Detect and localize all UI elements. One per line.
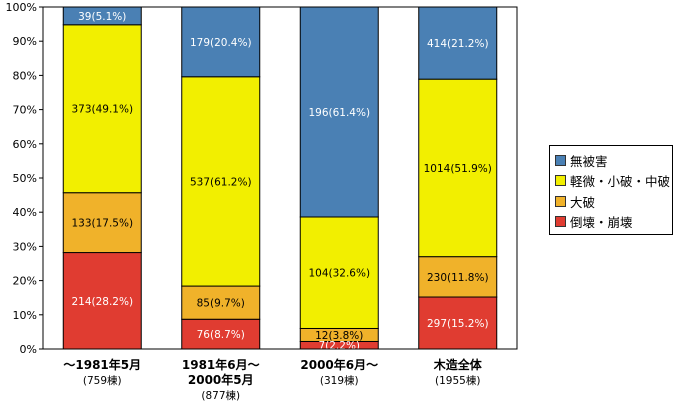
y-tick-label: 0% bbox=[20, 343, 37, 356]
bar-segment bbox=[418, 78, 498, 258]
y-tick-label: 50% bbox=[13, 172, 37, 185]
data-label: 196(61.4%) bbox=[308, 107, 370, 119]
y-tick-label: 80% bbox=[13, 69, 37, 82]
data-label: 179(20.4%) bbox=[190, 37, 252, 49]
y-tick-label: 40% bbox=[13, 206, 37, 219]
y-tick-label: 30% bbox=[13, 240, 37, 253]
legend-swatch-minor-damage bbox=[555, 175, 566, 187]
bar-segment bbox=[418, 6, 498, 80]
y-tick-label: 10% bbox=[13, 309, 37, 322]
legend-label-minor-damage: 軽微・小破・中破 bbox=[570, 174, 671, 190]
x-category-label: 2000年6月～ bbox=[300, 357, 378, 372]
x-category-label: (759棟) bbox=[83, 374, 122, 387]
legend-label-no-damage: 無被害 bbox=[570, 153, 608, 169]
legend-swatch-no-damage bbox=[555, 154, 566, 166]
x-category-label: ～1981年5月 bbox=[63, 357, 141, 372]
bar-segment bbox=[299, 216, 379, 329]
y-tick-label: 90% bbox=[13, 35, 37, 48]
bar-segment bbox=[418, 256, 498, 298]
bar-segment bbox=[181, 76, 261, 287]
bar-segment bbox=[62, 24, 142, 194]
bar-segment bbox=[181, 6, 261, 78]
data-label: 12(3.8%) bbox=[315, 330, 363, 342]
x-category-label: 2000年5月 bbox=[188, 372, 254, 387]
bar-segment bbox=[62, 192, 142, 254]
x-category-label: (319棟) bbox=[320, 374, 359, 387]
y-tick-label: 60% bbox=[13, 138, 37, 151]
y-tick-label: 70% bbox=[13, 104, 37, 117]
data-label: 297(15.2%) bbox=[427, 318, 489, 330]
data-label: 85(9.7%) bbox=[197, 298, 245, 310]
data-label: 76(8.7%) bbox=[197, 329, 245, 341]
data-label: 1014(51.9%) bbox=[424, 163, 492, 175]
legend-item-minor-damage: 軽微・小破・中破 bbox=[555, 171, 671, 192]
x-category-label: (1955棟) bbox=[435, 374, 480, 387]
legend-label-major-damage: 大破 bbox=[570, 194, 596, 210]
bars: 214(28.2%) 133(17.5%) 373(49.1%) 39(5.1%) 76… bbox=[62, 6, 498, 352]
legend-label-collapse: 倒壊・崩壊 bbox=[570, 215, 633, 231]
data-label: 414(21.2%) bbox=[427, 38, 489, 50]
legend-swatch-collapse bbox=[555, 216, 566, 228]
legend: 無被害 軽微・小破・中破 大破 倒壊・崩壊 bbox=[549, 145, 673, 235]
data-label: 373(49.1%) bbox=[71, 104, 133, 116]
data-label: 214(28.2%) bbox=[71, 296, 133, 308]
y-axis: 0% 10% 20% 30% 40% 50% 60% 70% 80% 90% 100% bbox=[6, 1, 43, 356]
legend-item-no-damage: 無被害 bbox=[555, 150, 667, 171]
y-tick-label: 100% bbox=[6, 1, 37, 14]
bar-segment bbox=[299, 6, 379, 218]
x-category-label: 1981年6月～ bbox=[182, 357, 260, 372]
legend-item-collapse: 倒壊・崩壊 bbox=[555, 212, 667, 233]
legend-item-major-damage: 大破 bbox=[555, 191, 667, 212]
data-label: 230(11.8%) bbox=[427, 272, 489, 284]
data-label: 104(32.6%) bbox=[308, 268, 370, 280]
legend-swatch-major-damage bbox=[555, 195, 566, 207]
x-axis-labels: ～1981年5月 (759棟) 1981年6月～2000年5月 (877棟) 2000年… bbox=[63, 357, 482, 402]
x-category-label: 木造全体 bbox=[433, 357, 483, 372]
plot-frame bbox=[42, 6, 518, 350]
data-label: 133(17.5%) bbox=[71, 218, 133, 230]
y-tick-label: 20% bbox=[13, 275, 37, 288]
x-category-label: (877棟) bbox=[201, 389, 240, 402]
data-label: 7(2.2%) bbox=[318, 340, 360, 352]
data-label: 537(61.2%) bbox=[190, 176, 252, 188]
bar-segment bbox=[418, 296, 498, 350]
data-label: 39(5.1%) bbox=[78, 11, 126, 23]
